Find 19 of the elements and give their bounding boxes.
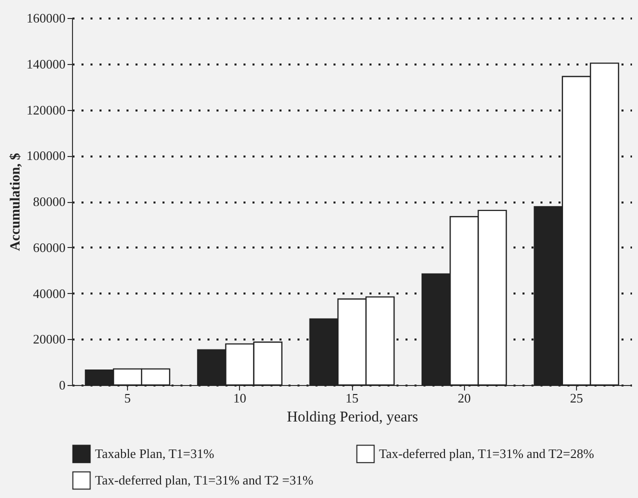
x-tick-label: 15 [346, 390, 358, 406]
x-tick-label: 10 [233, 390, 246, 406]
y-tick-label: 140000 [26, 56, 66, 72]
y-tick-label: 160000 [26, 10, 66, 26]
x-axis-title: Holding Period, years [286, 410, 418, 426]
y-tick-label: 0 [59, 378, 66, 392]
legend-label: Tax-deferred plan, T1=31% and T2 =31% [95, 472, 314, 488]
y-axis-title: Accumulation, $ [8, 153, 24, 251]
y-tick-label: 100000 [26, 148, 66, 164]
x-tick-label: 20 [458, 390, 471, 406]
x-tick-label: 5 [124, 390, 131, 406]
x-tick-label: 25 [570, 390, 583, 406]
y-tick-label: 20000 [33, 332, 66, 347]
y-tick-label: 120000 [26, 102, 66, 118]
y-tick-label: 40000 [33, 286, 66, 301]
legend-label: Tax-deferred plan, T1=31% and T2=28% [379, 446, 594, 461]
y-tick-label: 80000 [33, 194, 66, 209]
legend-label: Taxable Plan, T1=31% [95, 446, 214, 461]
y-tick-label: 60000 [33, 240, 66, 255]
